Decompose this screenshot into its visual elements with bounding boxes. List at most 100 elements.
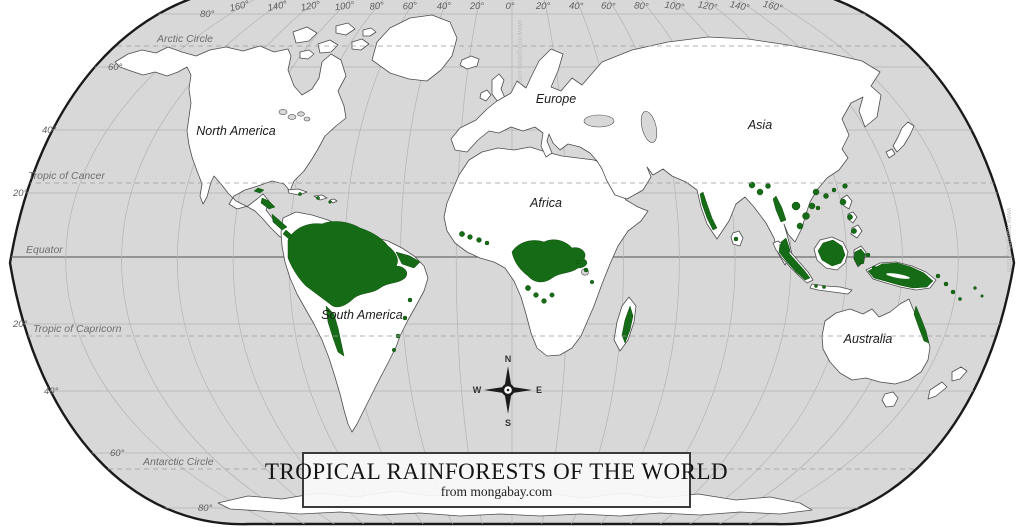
longitude-tick-label: 0° <box>505 1 514 12</box>
south-china-forest <box>831 187 837 193</box>
longitude-tick-label: 40° <box>436 1 451 13</box>
latitude-line-label: Equator <box>26 244 63 256</box>
moluccas-forest-dot <box>859 259 865 265</box>
continent-labels: North America Europe Asia Africa South Ameri… <box>196 92 892 346</box>
congo-south-dot <box>525 285 531 291</box>
indochina-forest <box>791 201 801 211</box>
central-america-forest <box>253 187 294 240</box>
indochina-forest <box>796 222 804 230</box>
congo-south-dot <box>541 298 547 304</box>
congo-east-dot <box>575 259 581 265</box>
great-lake-2 <box>287 114 297 120</box>
latitude-tick-label: 80° <box>200 9 215 20</box>
latitude-tick-label: 40° <box>44 386 59 397</box>
queensland-forest-strip <box>913 305 930 344</box>
latitude-line-label: Tropic of Capricorn <box>33 323 122 335</box>
continent-label: Africa <box>529 196 562 210</box>
japan-landmass <box>885 121 915 159</box>
philippines-forest <box>847 214 853 220</box>
latitude-line-label: Antarctic Circle <box>142 456 214 468</box>
longitude-tick-label: 100° <box>334 0 355 13</box>
longitude-tick-label: 140° <box>267 0 289 14</box>
caribbean-forest-dot <box>328 200 332 204</box>
congo-south-dot <box>533 292 539 298</box>
myanmar-forest-strip <box>772 195 787 223</box>
congo-rainforest <box>511 239 588 283</box>
latitude-tick-label: 20° <box>12 188 28 199</box>
arctic-islands <box>292 22 377 60</box>
eurasia-landmass <box>450 36 882 266</box>
watermark-text: www.mongabay.com <box>1005 207 1012 272</box>
caribbean-forest-dot <box>298 192 302 196</box>
compass-south-label: S <box>505 418 511 428</box>
madagascar-forest-strip <box>621 305 634 344</box>
moluccas-forest-dot <box>865 252 871 258</box>
congo-east-dot <box>583 267 589 273</box>
great-lake-3 <box>297 111 305 117</box>
longitude-tick-label: 80° <box>369 0 385 12</box>
hainan-forest-dot <box>815 205 821 211</box>
longitude-tick-label: 60° <box>402 1 417 13</box>
west-africa-forest-dot <box>484 240 490 246</box>
pacific-forest-dot <box>973 286 977 290</box>
greenland-landmass <box>371 14 458 82</box>
great-lake-1 <box>278 109 288 115</box>
latitude-tick-label: 20° <box>12 319 28 330</box>
compass-north-label: N <box>505 354 512 364</box>
latitude-line-label: Tropic of Cancer <box>28 170 105 182</box>
uk-ireland-landmass <box>479 73 506 103</box>
longitude-tick-label: 120° <box>697 0 718 14</box>
rainforest-regions <box>253 181 984 357</box>
taiwan-forest-dot <box>842 183 848 189</box>
longitude-tick-label: 80° <box>634 0 650 12</box>
longitude-tick-label: 20° <box>535 1 551 12</box>
longitude-tick-label: 100° <box>664 0 685 13</box>
philippines-forest <box>851 228 857 234</box>
map-title: TROPICAL RAINFORESTS OF THE WORLD <box>264 458 729 484</box>
atlantic-forest-dot <box>407 297 413 303</box>
compass-rose: N S W E <box>473 354 542 428</box>
map-credit: from mongabay.com <box>440 483 553 499</box>
continent-label: Australia <box>843 332 893 346</box>
tasmania-landmass <box>881 391 899 408</box>
longitude-tick-label: 160° <box>762 0 784 14</box>
great-lake-4 <box>303 116 311 122</box>
new-zealand-landmass <box>927 366 968 400</box>
iceland-landmass <box>459 55 480 70</box>
philippines-forest <box>839 198 847 206</box>
java-forest-dot <box>822 285 826 289</box>
north-america-landmass <box>114 45 347 243</box>
south-china-forest <box>812 188 820 196</box>
solomons-forest-dot <box>935 273 941 279</box>
northeast-india-forest <box>748 181 756 189</box>
new-guinea-highland-gap <box>886 273 910 279</box>
northeast-india-forest <box>765 183 771 189</box>
longitude-tick-label: 140° <box>729 0 751 14</box>
java-forest-dot <box>814 284 818 288</box>
meridian-line <box>744 0 959 525</box>
longitude-tick-label: 20° <box>469 1 485 12</box>
caribbean-forest-dot <box>316 196 320 200</box>
longitude-tick-label: 120° <box>300 0 321 14</box>
latitude-tick-label: 80° <box>198 503 213 514</box>
compass-hub-dot <box>506 388 510 392</box>
amazon-rainforest <box>287 221 408 308</box>
black-sea <box>583 114 615 128</box>
congo-east-dot <box>589 279 595 285</box>
longitude-tick-label: 40° <box>569 1 584 13</box>
latitude-line-label: Arctic Circle <box>156 33 213 45</box>
longitude-tick-label: 60° <box>601 1 616 13</box>
solomons-forest-dot <box>950 289 956 295</box>
amazon-east-arm <box>395 251 421 269</box>
java-landmass <box>809 283 853 295</box>
caspian-sea <box>640 111 658 143</box>
watermark-text: www.mongabay.com <box>516 19 523 84</box>
latitude-tick-label: 60° <box>108 62 123 73</box>
borneo-forest <box>817 239 846 267</box>
continent-label: Asia <box>747 118 772 132</box>
compass-west-label: W <box>473 385 482 395</box>
solomons-forest-dot <box>958 297 962 301</box>
indochina-forest <box>808 202 816 210</box>
latitude-tick-label: 60° <box>110 448 125 459</box>
